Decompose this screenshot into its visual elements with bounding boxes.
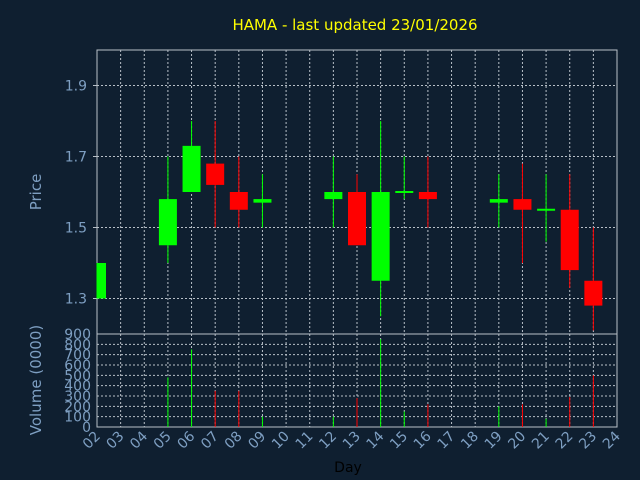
candle-body [97,263,106,299]
day-tick-label: 04 [127,428,151,452]
candle-body [229,192,248,210]
day-tick-label: 03 [104,429,128,453]
day-tick-label: 14 [364,428,388,452]
candlestick-series [96,121,603,331]
candle-body [584,280,603,306]
day-tick-label: 17 [434,429,458,453]
candle-body [371,192,390,281]
volume-tick-label: 500 [64,368,91,384]
price-axis-label: Price [27,174,45,211]
day-tick-label: 12 [316,429,340,453]
volume-tick-label: 700 [64,348,91,364]
day-tick-label: 08 [222,429,246,453]
price-panel: 1.9 1.7 1.5 1.3 [65,49,618,335]
price-tick-label: 1.5 [65,221,87,237]
day-tick-label: 20 [505,429,529,453]
candle-body [418,192,437,200]
candle-body [560,209,579,271]
day-tick-label: 24 [600,428,624,452]
candle-body [206,163,225,185]
volume-axis-label: Volume (0000) [27,325,45,435]
volume-tick-label: 0 [82,420,91,436]
day-tick-label: 11 [293,429,317,453]
candle-body [158,199,177,246]
volume-tick-label: 200 [64,399,91,415]
price-tick-label: 1.3 [65,292,87,308]
volume-tick-label: 800 [64,337,91,353]
day-tick-label: 15 [387,429,411,453]
candle-body [348,192,366,246]
day-tick-label: 19 [482,429,506,453]
volume-tick-label: 400 [64,379,91,395]
price-tick-labels: 1.9 1.7 1.5 1.3 [65,79,97,308]
day-tick-label: 05 [151,429,175,453]
volume-tick-label: 600 [64,358,91,374]
candle-body [253,199,272,203]
price-tick-label: 1.9 [65,79,87,95]
candle-body [395,191,414,193]
day-tick-label: 23 [576,429,600,453]
volume-tick-label: 300 [64,389,91,405]
price-tick-label: 1.7 [65,150,87,166]
candle-body [324,192,343,200]
candle-body [182,145,201,192]
day-tick-label: 21 [529,429,553,453]
day-tick-label: 06 [174,428,198,452]
day-tick-label: 18 [458,429,482,453]
day-tick-label: 13 [340,429,364,453]
candle-body [513,199,532,210]
day-tick-label: 22 [553,429,577,453]
day-tick-labels: 02 03 04 05 06 07 08 09 10 11 12 13 14 15 16 17 18 19 20 21… [80,428,624,452]
volume-tick-label: 900 [64,327,91,343]
chart-title: HAMA - last updated 23/01/2026 [232,16,477,34]
day-tick-label: 16 [411,428,435,452]
day-axis-label: Day [334,460,362,476]
day-tick-label: 07 [198,429,222,453]
day-tick-label: 09 [245,429,269,453]
volume-series [167,339,594,427]
volume-tick-label: 100 [64,410,91,426]
candle-body [489,199,508,203]
candle-body [537,208,556,211]
day-tick-label: 10 [269,429,293,453]
